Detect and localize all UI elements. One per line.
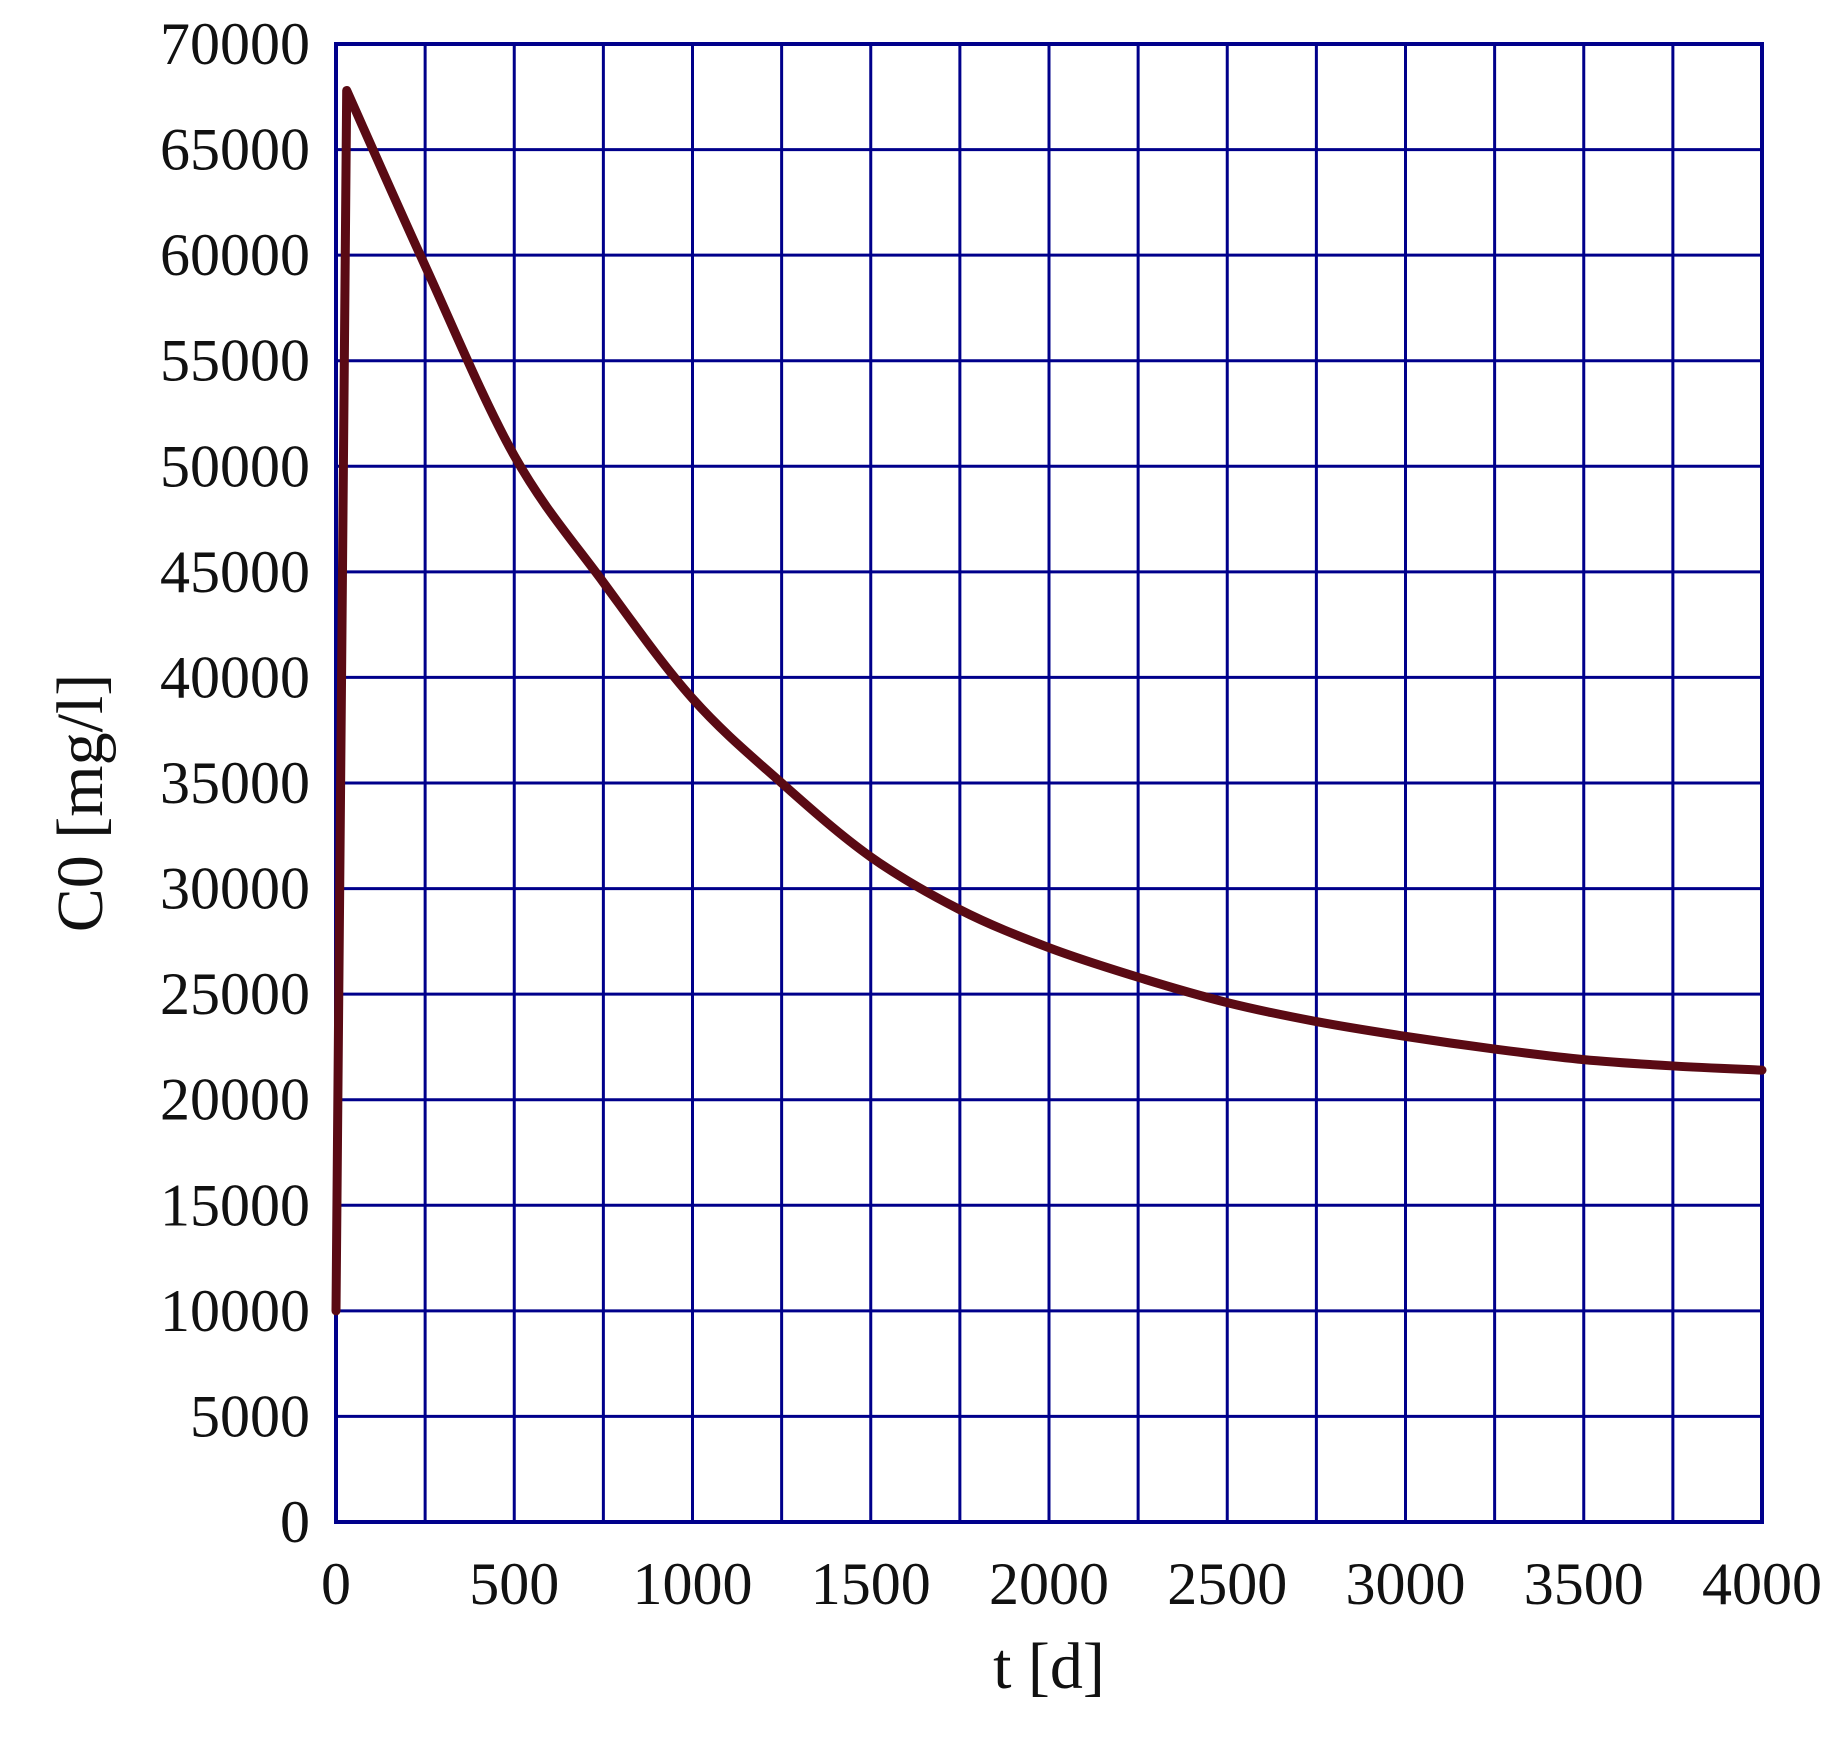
plot-frame <box>334 42 1764 1524</box>
x-tick-label: 500 <box>469 1551 559 1617</box>
series-layer <box>331 85 1767 1316</box>
x-tick-label: 2000 <box>989 1551 1109 1617</box>
x-axis-title: t [d] <box>993 1630 1105 1703</box>
y-tick-label: 5000 <box>190 1383 310 1449</box>
grid <box>334 42 1764 1524</box>
y-tick-label: 20000 <box>160 1067 310 1133</box>
x-tick-label: 2500 <box>1167 1551 1287 1617</box>
series-line <box>331 85 1767 1316</box>
y-tick-label: 40000 <box>160 644 310 710</box>
y-tick-label: 30000 <box>160 856 310 922</box>
y-tick-label: 10000 <box>160 1278 310 1344</box>
y-tick-label: 55000 <box>160 328 310 394</box>
y-tick-label: 25000 <box>160 961 310 1027</box>
y-tick-label: 70000 <box>160 11 310 77</box>
x-tick-label: 4000 <box>1702 1551 1822 1617</box>
y-tick-label: 45000 <box>160 539 310 605</box>
x-tick-label: 0 <box>321 1551 351 1617</box>
y-tick-label: 50000 <box>160 433 310 499</box>
x-tick-label: 3500 <box>1524 1551 1644 1617</box>
x-tick-label: 3000 <box>1346 1551 1466 1617</box>
y-tick-label: 35000 <box>160 750 310 816</box>
y-axis-title: C0 [mg/l] <box>44 674 117 933</box>
y-axis-ticks: 0 5000 10000 15000 20000 25000 30000 35000 40000… <box>160 11 310 1555</box>
y-tick-label: 0 <box>280 1489 310 1555</box>
x-tick-label: 1000 <box>633 1551 753 1617</box>
y-tick-label: 15000 <box>160 1172 310 1238</box>
y-tick-label: 60000 <box>160 222 310 288</box>
y-tick-label: 65000 <box>160 117 310 183</box>
x-axis-ticks: 0 500 1000 1500 2000 2500 3000 3500 4000 <box>321 1551 1822 1617</box>
x-tick-label: 1500 <box>811 1551 931 1617</box>
